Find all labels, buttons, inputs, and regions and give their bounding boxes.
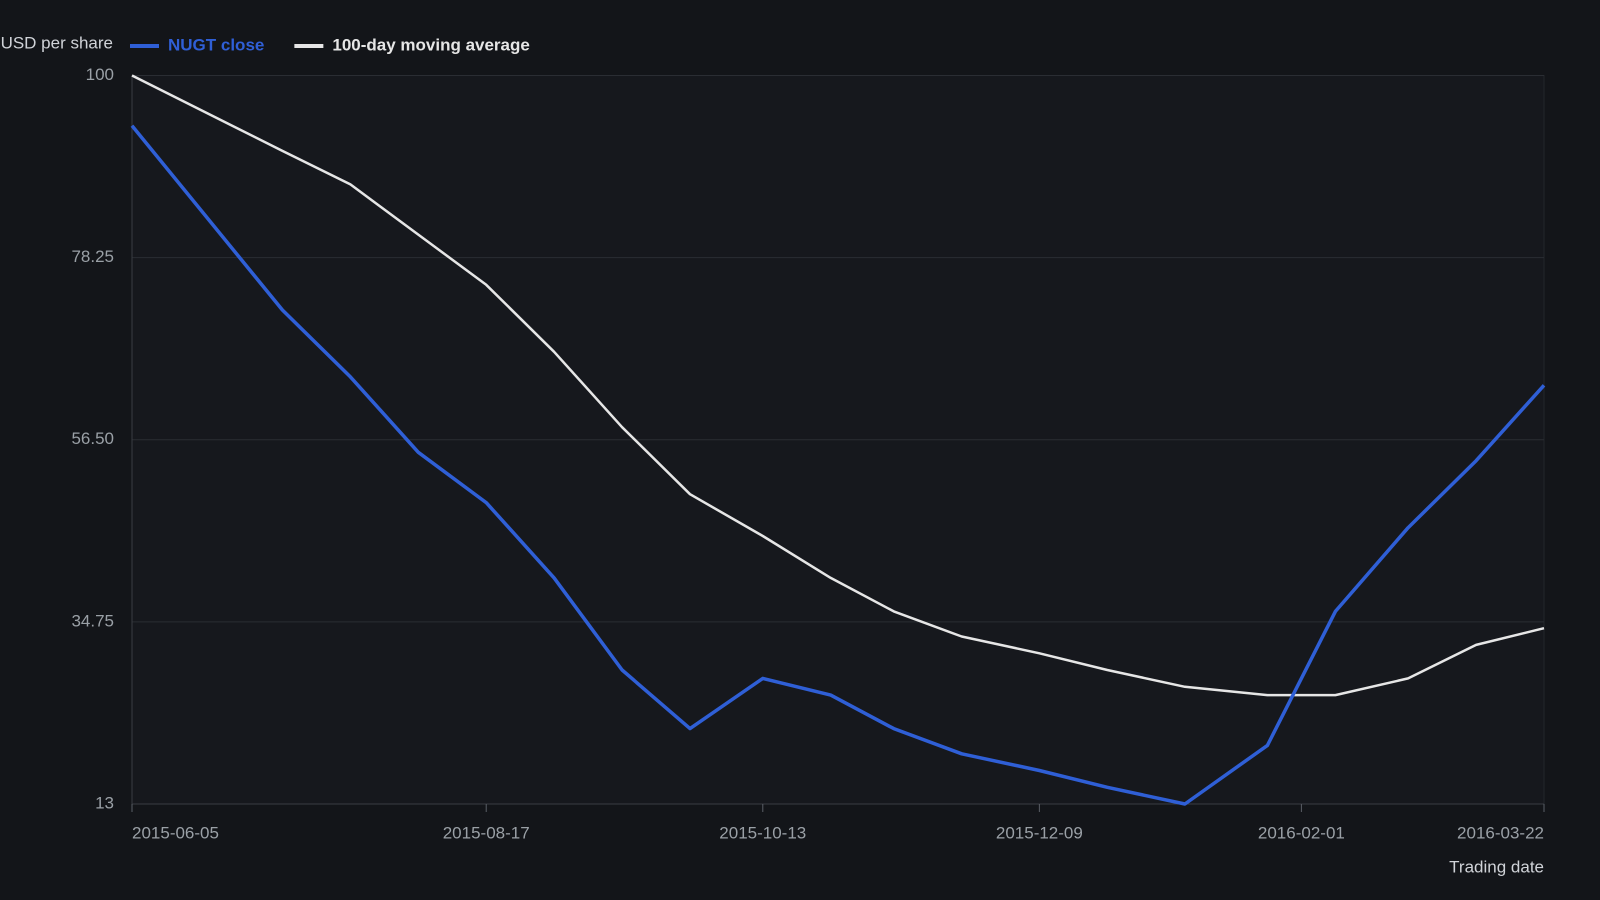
x-tick-label: 2016-02-01: [1258, 823, 1345, 842]
legend-label: NUGT close: [168, 35, 264, 54]
y-tick-label: 56.50: [71, 429, 114, 448]
x-axis-label: Trading date: [1449, 857, 1544, 876]
y-tick-label: 78.25: [71, 247, 114, 266]
x-tick-label: 2015-12-09: [996, 823, 1083, 842]
y-tick-label: 34.75: [71, 611, 114, 630]
x-tick-label: 2015-08-17: [443, 823, 530, 842]
y-tick-label: 13: [95, 793, 114, 812]
series-line: [130, 124, 1546, 806]
y-axis-label: USD per share: [1, 33, 113, 52]
x-tick-label: 2015-10-13: [719, 823, 806, 842]
legend-label: 100-day moving average: [332, 35, 529, 54]
x-tick-label: 2016-03-22: [1457, 823, 1544, 842]
y-tick-label: 100: [86, 65, 114, 84]
series-line: [131, 74, 1545, 697]
x-tick-label: 2015-06-05: [132, 823, 219, 842]
